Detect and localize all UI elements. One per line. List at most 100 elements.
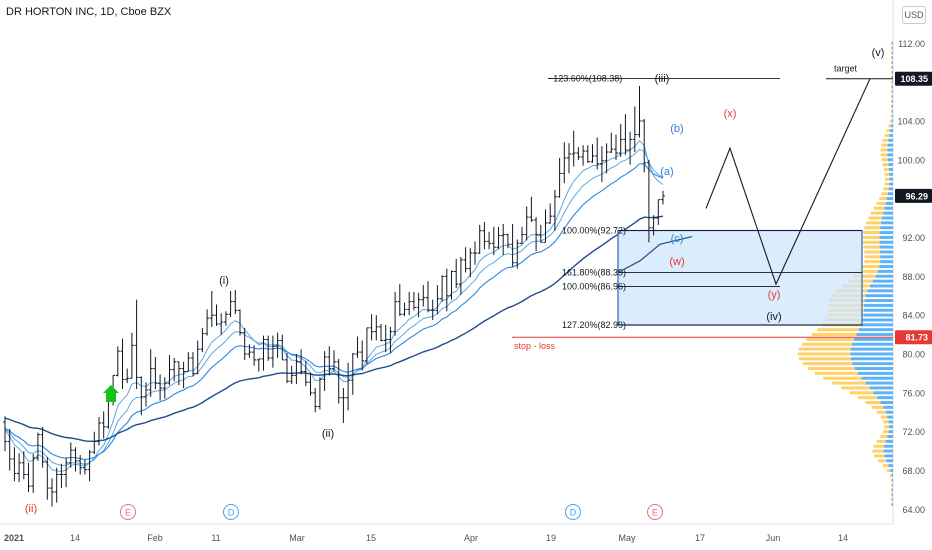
volume-profile-bar-up xyxy=(850,352,893,356)
dividend-marker[interactable] xyxy=(223,504,239,520)
volume-profile-bar-down xyxy=(807,367,855,371)
volume-profile-bar-up xyxy=(892,95,893,99)
volume-profile-bar-up xyxy=(888,167,893,171)
earnings-marker[interactable] xyxy=(647,504,663,520)
volume-profile-bar-down xyxy=(891,51,893,55)
volume-profile-bar-down xyxy=(884,425,890,429)
volume-profile-bar-down xyxy=(841,386,870,390)
volume-profile-bar-down xyxy=(891,85,893,89)
volume-profile-bar-down xyxy=(811,333,857,337)
volume-profile-bar-down xyxy=(891,488,893,492)
price-badge-label: 81.73 xyxy=(905,333,928,343)
volume-profile-bar-up xyxy=(877,269,893,273)
correction-zone-box xyxy=(617,229,863,326)
volume-profile-bar-down xyxy=(797,352,851,356)
volume-profile-bar-down xyxy=(854,274,876,278)
volume-profile-bar-down xyxy=(891,56,893,60)
volume-profile-bar-down xyxy=(864,255,881,259)
volume-profile-bar-up xyxy=(879,235,893,239)
volume-profile-bar-up xyxy=(888,187,893,191)
x-tick-label: Apr xyxy=(464,533,478,543)
volume-profile-bar-up xyxy=(883,405,893,409)
volume-profile-bar-down xyxy=(883,420,889,424)
volume-profile-bar-down xyxy=(802,362,853,366)
wave-label: (b) xyxy=(670,123,683,135)
volume-profile-bar-down xyxy=(881,143,888,147)
volume-profile-bar-down xyxy=(872,449,884,453)
volume-profile-bar-up xyxy=(892,51,893,55)
y-tick-label: 104.00 xyxy=(897,116,925,126)
volume-profile-bar-up xyxy=(862,318,893,322)
volume-profile-bar-down xyxy=(891,90,893,94)
wave-c-path xyxy=(617,235,693,274)
volume-profile-bar-up xyxy=(887,434,893,438)
volume-profile-bar-up xyxy=(892,75,893,79)
volume-profile-bar-up xyxy=(892,493,893,497)
x-tick-label: Jun xyxy=(766,533,781,543)
volume-profile-bar-up xyxy=(881,216,893,220)
wave-label: (v) xyxy=(872,47,885,59)
volume-profile-bar-up xyxy=(880,221,893,225)
volume-profile-bar-up xyxy=(892,483,893,487)
wave-label: (x) xyxy=(724,108,737,120)
ema-line-4 xyxy=(4,215,664,442)
volume-profile-bar-up xyxy=(892,46,893,50)
volume-profile-bar-down xyxy=(891,95,893,99)
volume-profile-bar-down xyxy=(891,70,893,74)
volume-profile-bar-up xyxy=(892,99,893,103)
volume-profile-bar-down xyxy=(881,158,888,162)
currency-selector[interactable]: USD xyxy=(902,6,926,24)
volume-profile-bar-up xyxy=(854,367,893,371)
y-tick-label: 72.00 xyxy=(902,427,925,437)
volume-profile-bar-down xyxy=(891,502,893,506)
fib-level-label: −123.60%(108.38) xyxy=(548,73,622,83)
volume-profile-bar-down xyxy=(863,245,880,249)
volume-profile-bar-up xyxy=(867,289,893,293)
volume-profile-bar-up xyxy=(892,104,893,108)
volume-profile-bar-up xyxy=(863,308,893,312)
volume-profile-bar-up xyxy=(880,401,893,405)
wave-label: (w) xyxy=(669,256,684,268)
volume-profile-bar-up xyxy=(864,303,893,307)
volume-profile-bar-down xyxy=(886,129,891,133)
volume-profile-bar-down xyxy=(881,192,888,196)
volume-profile-bar-down xyxy=(891,498,893,502)
volume-profile-bar-down xyxy=(859,269,878,273)
volume-profile-bar-up xyxy=(850,357,893,361)
volume-profile-bar-down xyxy=(884,182,890,186)
volume-profile-bar-up xyxy=(884,454,893,458)
volume-profile-bar-down xyxy=(882,163,889,167)
event-marker-label: D xyxy=(228,508,235,518)
wave-label: (iv) xyxy=(766,311,781,323)
dividend-marker[interactable] xyxy=(565,504,581,520)
volume-profile-bar-down xyxy=(823,376,862,380)
volume-profile-bar-up xyxy=(892,109,893,113)
volume-profile-bar-down xyxy=(883,187,889,191)
volume-profile-bar-up xyxy=(892,41,893,45)
volume-profile-bar-up xyxy=(875,274,893,278)
volume-profile-bar-up xyxy=(879,231,893,235)
volume-profile-bar-down xyxy=(882,138,889,142)
volume-profile-bar-up xyxy=(851,342,893,346)
volume-profile-bar-down xyxy=(884,172,890,176)
y-tick-label: 76.00 xyxy=(902,388,925,398)
volume-profile-bar-up xyxy=(853,337,893,341)
volume-profile-bar-up xyxy=(887,192,893,196)
volume-profile-bar-up xyxy=(877,396,893,400)
volume-profile-bar-down xyxy=(890,119,892,123)
y-tick-label: 112.00 xyxy=(898,39,925,49)
volume-profile-bar-down xyxy=(891,65,893,69)
earnings-marker[interactable] xyxy=(120,504,136,520)
volume-profile-bar-down xyxy=(876,410,886,414)
volume-profile-bar-down xyxy=(815,371,858,375)
volume-profile-bar-up xyxy=(888,138,893,142)
volume-profile-bar-up xyxy=(888,420,893,424)
x-tick-label: May xyxy=(618,533,636,543)
volume-profile-bar-down xyxy=(866,221,881,225)
x-tick-label: 19 xyxy=(546,533,556,543)
volume-profile-bar-down xyxy=(883,430,889,434)
volume-profile-bar-up xyxy=(850,347,893,351)
price-badge-label: 108.35 xyxy=(900,74,928,84)
volume-profile-bar-down xyxy=(864,250,881,254)
